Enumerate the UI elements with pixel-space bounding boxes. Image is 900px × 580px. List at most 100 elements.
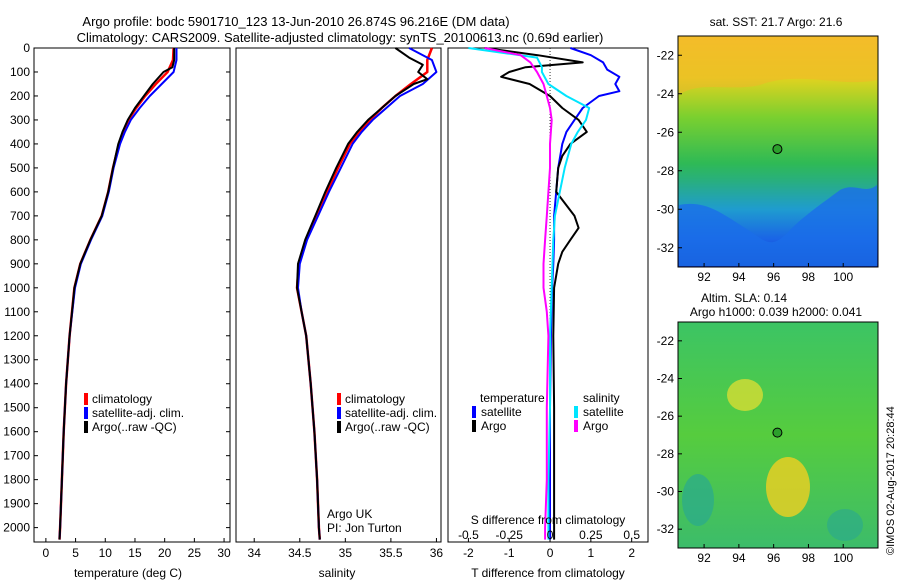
- legend-label-satellite: satellite-adj. clim.: [345, 406, 437, 420]
- legend-label-argo: Argo(..raw -QC): [345, 420, 430, 434]
- sst-map-panel: sat. SST: 21.7 Argo: 21.6 92 94 96 98 100 -22…: [657, 15, 879, 284]
- legend-swatch-satellite: [337, 407, 341, 419]
- x-tick-label: 20: [158, 546, 172, 560]
- map-x-tick-label: 100: [833, 270, 853, 284]
- x-tick-label: 1: [588, 546, 595, 560]
- legend-swatch-temp-argo: [472, 420, 476, 432]
- difference-top-axis-label: S difference from climatology: [471, 513, 626, 527]
- salinity-axis-label: salinity: [319, 566, 356, 580]
- sla-map-panel: Altim. SLA: 0.14 Argo h1000: 0.039 h2000…: [657, 291, 879, 565]
- depth-tick-label: 200: [10, 89, 30, 103]
- x-tick-label: 34: [248, 546, 262, 560]
- sst-warm-patch: [679, 37, 877, 95]
- depth-tick-label: 500: [10, 161, 30, 175]
- sla-map-axes: 92 94 96 98 100 -22 -24 -26 -28 -30 -32: [657, 334, 854, 565]
- temperature-x-axis: 0 5 10 15 20 25 30: [43, 538, 231, 560]
- title-line-2: Climatology: CARS2009. Satellite-adjuste…: [77, 30, 604, 45]
- legend-swatch-sal-argo: [574, 420, 578, 432]
- map-x-tick-label: 94: [732, 551, 746, 565]
- x-tick-label: -1: [504, 546, 515, 560]
- depth-tick-label: 800: [10, 233, 30, 247]
- salinity-legend: climatology satellite-adj. clim. Argo(..…: [337, 392, 437, 434]
- salinity-plot-frame: [235, 47, 442, 543]
- series-line-salinity-argo: [484, 47, 553, 540]
- map-y-tick-label: -32: [657, 522, 675, 536]
- map-x-tick-label: 98: [802, 270, 816, 284]
- legend-swatch-climatology: [84, 393, 88, 405]
- sla-high-anomaly: [766, 457, 810, 517]
- sla-low-anomaly: [827, 509, 863, 541]
- depth-tick-label: 700: [10, 209, 30, 223]
- x-tick-label: 0: [43, 546, 50, 560]
- map-y-tick-label: -22: [657, 48, 675, 62]
- map-y-tick-label: -28: [657, 447, 675, 461]
- temperature-series: [58, 47, 178, 540]
- legend-swatch-argo: [84, 421, 88, 433]
- legend-label-climatology: climatology: [92, 392, 152, 406]
- depth-tick-label: 300: [10, 113, 30, 127]
- top-tick-label: 0.25: [579, 528, 603, 542]
- legend-label-sal-argo: Argo: [583, 419, 609, 433]
- depth-tick-label: 900: [10, 257, 30, 271]
- depth-tick-label: 1100: [4, 305, 30, 319]
- sst-cool-front: [679, 185, 877, 266]
- legend-swatch-temp-satellite: [472, 406, 476, 418]
- difference-top-axis: -0.5 -0.25 0 0.25 0.5: [458, 528, 640, 542]
- temperature-panel: 0100200300400500600700800900100011001200…: [3, 41, 648, 580]
- sla-high-anomaly: [727, 379, 763, 411]
- map-y-tick-label: -26: [657, 125, 675, 139]
- difference-legend: temperature salinity satellite Argo sate…: [472, 391, 624, 433]
- legend-swatch-argo: [337, 421, 341, 433]
- depth-tick-label: 2000: [3, 521, 30, 535]
- credit-stamp: ©IMOS 02-Aug-2017 20:28:44: [885, 406, 897, 555]
- map-x-tick-label: 100: [833, 551, 853, 565]
- difference-panel: -2 -1 0 1 2 S difference from climatology -0…: [447, 47, 649, 580]
- x-tick-label: 35: [339, 546, 353, 560]
- depth-tick-label: 1900: [3, 497, 30, 511]
- legend-swatch-satellite: [84, 407, 88, 419]
- map-y-tick-label: -22: [657, 334, 675, 348]
- top-tick-label: 0: [547, 528, 554, 542]
- argo-location-marker: [772, 144, 783, 155]
- series-line-argo-raw-qc-: [296, 47, 429, 540]
- series-line-argo-raw-qc-: [58, 48, 176, 540]
- difference-axis-label: T difference from climatology: [471, 566, 625, 580]
- depth-tick-label: 1200: [3, 329, 30, 343]
- x-tick-label: 34.5: [288, 546, 312, 560]
- title-line-1: Argo profile: bodc 5901710_123 13-Jun-20…: [82, 14, 509, 29]
- depth-tick-label: 1300: [3, 353, 30, 367]
- argo-location-marker: [772, 427, 783, 438]
- legend-title-salinity: salinity: [583, 391, 620, 405]
- salinity-x-axis: 34 34.5 35 35.5 36: [248, 538, 444, 560]
- map-x-tick-label: 94: [732, 270, 746, 284]
- x-tick-label: 35.5: [379, 546, 403, 560]
- map-x-tick-label: 92: [697, 551, 711, 565]
- sst-map-title: sat. SST: 21.7 Argo: 21.6: [710, 15, 843, 29]
- map-x-tick-label: 96: [767, 270, 781, 284]
- x-tick-label: 36: [430, 546, 444, 560]
- map-y-tick-label: -30: [657, 485, 675, 499]
- depth-tick-label: 1400: [3, 377, 30, 391]
- legend-swatch-climatology: [337, 393, 341, 405]
- data-source-note: Argo UK: [327, 507, 372, 521]
- series-line-temperature-argo: [484, 47, 588, 540]
- map-y-tick-label: -24: [657, 372, 675, 386]
- depth-tick-label: 100: [10, 65, 30, 79]
- legend-label-sal-satellite: satellite: [583, 405, 624, 419]
- x-tick-label: 5: [72, 546, 79, 560]
- salinity-panel: 34 34.5 35 35.5 36 salinity climatology sate…: [235, 47, 444, 580]
- depth-tick-label: 600: [10, 185, 30, 199]
- legend-label-temp-satellite: satellite: [481, 405, 522, 419]
- x-tick-label: -2: [463, 546, 474, 560]
- x-tick-label: 25: [188, 546, 202, 560]
- temperature-legend: climatology satellite-adj. clim. Argo(..…: [84, 392, 184, 434]
- map-y-tick-label: -30: [657, 202, 675, 216]
- depth-tick-label: 1800: [3, 473, 30, 487]
- map-y-tick-label: -24: [657, 87, 675, 101]
- sst-map-axes: 92 94 96 98 100 -22 -24 -26 -28 -30 -32: [657, 48, 854, 284]
- series-line-salinity-satellite: [468, 47, 591, 540]
- top-tick-label: -0.5: [458, 528, 479, 542]
- depth-tick-label: 400: [10, 137, 30, 151]
- legend-label-temp-argo: Argo: [481, 419, 507, 433]
- depth-tick-label: 1500: [3, 401, 30, 415]
